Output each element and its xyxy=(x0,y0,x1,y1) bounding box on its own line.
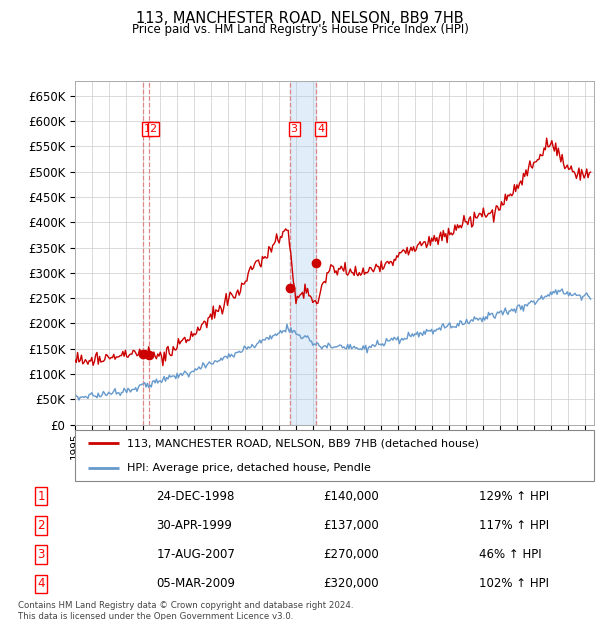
Text: 102% ↑ HPI: 102% ↑ HPI xyxy=(479,577,549,590)
Text: Price paid vs. HM Land Registry's House Price Index (HPI): Price paid vs. HM Land Registry's House … xyxy=(131,23,469,36)
Text: 2: 2 xyxy=(37,519,45,532)
Text: 24-DEC-1998: 24-DEC-1998 xyxy=(156,490,235,503)
Text: 113, MANCHESTER ROAD, NELSON, BB9 7HB: 113, MANCHESTER ROAD, NELSON, BB9 7HB xyxy=(136,11,464,26)
Text: £137,000: £137,000 xyxy=(323,519,379,532)
FancyBboxPatch shape xyxy=(75,430,594,480)
Text: 4: 4 xyxy=(317,123,324,134)
Text: 46% ↑ HPI: 46% ↑ HPI xyxy=(479,548,541,561)
Text: 1: 1 xyxy=(37,490,45,503)
Text: 30-APR-1999: 30-APR-1999 xyxy=(156,519,232,532)
Text: 129% ↑ HPI: 129% ↑ HPI xyxy=(479,490,549,503)
Text: 1: 1 xyxy=(143,123,151,134)
Text: 113, MANCHESTER ROAD, NELSON, BB9 7HB (detached house): 113, MANCHESTER ROAD, NELSON, BB9 7HB (d… xyxy=(127,438,479,448)
Text: 05-MAR-2009: 05-MAR-2009 xyxy=(156,577,235,590)
Text: £320,000: £320,000 xyxy=(323,577,379,590)
Text: 117% ↑ HPI: 117% ↑ HPI xyxy=(479,519,549,532)
Text: £270,000: £270,000 xyxy=(323,548,379,561)
Text: 3: 3 xyxy=(37,548,45,561)
Text: 17-AUG-2007: 17-AUG-2007 xyxy=(156,548,235,561)
Text: £140,000: £140,000 xyxy=(323,490,379,503)
Text: 3: 3 xyxy=(290,123,298,134)
Text: Contains HM Land Registry data © Crown copyright and database right 2024.
This d: Contains HM Land Registry data © Crown c… xyxy=(18,601,353,620)
Bar xyxy=(290,81,316,425)
Text: 2: 2 xyxy=(149,123,157,134)
Text: 4: 4 xyxy=(37,577,45,590)
Text: HPI: Average price, detached house, Pendle: HPI: Average price, detached house, Pend… xyxy=(127,463,371,473)
